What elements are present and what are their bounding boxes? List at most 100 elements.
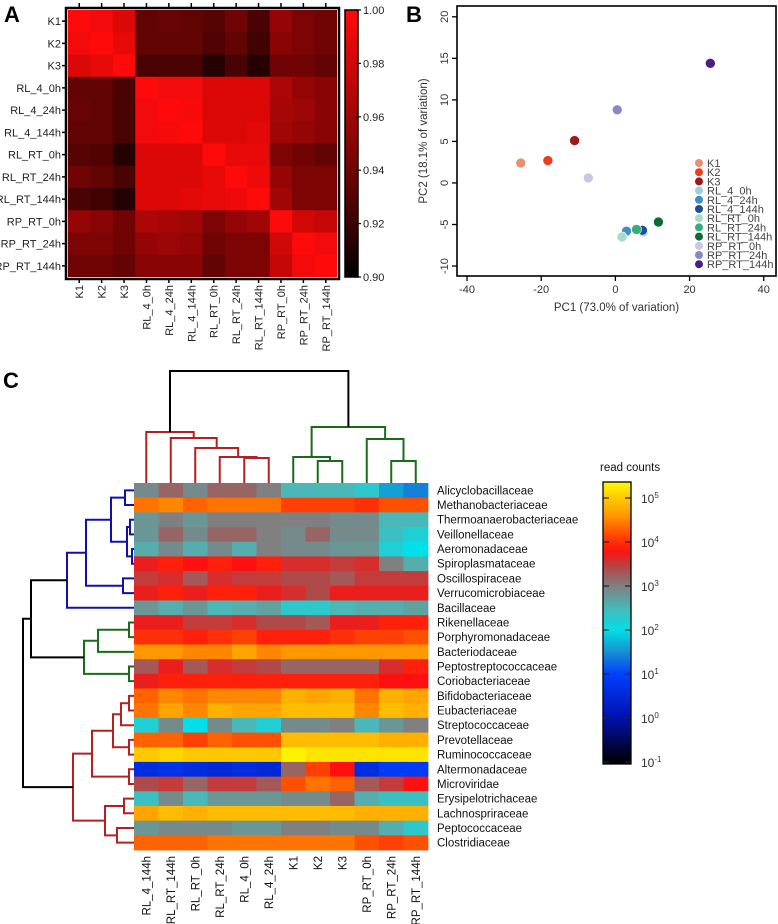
heatmap-cell	[305, 512, 331, 528]
heatmap-cell	[314, 188, 338, 211]
y-tick-label: 0	[439, 180, 451, 186]
heatmap-cell	[207, 776, 233, 792]
heatmap-cell	[247, 32, 271, 55]
tick-base: 10	[641, 536, 655, 550]
heatmap-cell	[256, 820, 282, 836]
column-label: RL_RT_0h	[209, 285, 221, 338]
column-label: RL_4_24h	[164, 285, 176, 336]
heatmap-cell	[269, 254, 293, 278]
heatmap-cell	[269, 99, 293, 122]
heatmap-cell	[134, 556, 159, 572]
heatmap-cell	[68, 10, 91, 33]
heatmap-cell	[207, 483, 233, 499]
heatmap-cell	[202, 143, 226, 167]
legend-label: K2	[707, 167, 720, 179]
heatmap-cell	[112, 99, 136, 122]
heatmap-cell	[232, 629, 257, 645]
column-label: RL_RT_24h	[231, 285, 243, 344]
heatmap-cell	[330, 600, 355, 616]
heatmap-cell	[305, 805, 331, 822]
heatmap-cell	[157, 210, 181, 233]
heatmap-cell	[90, 165, 114, 189]
row-label: Rikenellaceae	[437, 617, 509, 629]
legend-label: RP_RT_24h	[707, 250, 767, 262]
x-tick-label: 0	[612, 284, 618, 296]
heatmap-cell	[269, 143, 293, 167]
heatmap-cell	[180, 232, 203, 256]
heatmap-cell	[379, 527, 404, 543]
heatmap-cell	[292, 32, 316, 55]
column-dendrogram-branch	[243, 457, 270, 483]
heatmap-cell	[90, 32, 114, 55]
heatmap-cell	[112, 76, 136, 100]
heatmap-cell	[330, 791, 355, 807]
heatmap-cell	[134, 541, 159, 557]
heatmap-cell	[354, 585, 380, 601]
column-dendrogram-branch	[316, 460, 344, 483]
row-dendrogram-branch	[116, 826, 134, 844]
heatmap-cell	[157, 99, 181, 122]
heatmap-cell	[330, 556, 355, 572]
heatmap-cell	[183, 673, 208, 689]
heatmap-cell	[292, 121, 316, 144]
heatmap-cell	[202, 32, 226, 55]
heatmap-cell	[224, 76, 248, 100]
heatmap-cell	[330, 541, 355, 557]
heatmap-cell	[256, 703, 282, 719]
heatmap-cell	[403, 600, 429, 616]
heatmap-cell	[68, 188, 91, 211]
heatmap-cell	[134, 512, 159, 528]
heatmap-cell	[281, 776, 306, 792]
heatmap-cell	[232, 541, 257, 557]
heatmap-cell	[403, 732, 429, 748]
heatmap-cell	[202, 121, 226, 144]
heatmap-cell	[90, 121, 114, 144]
colorbar-tick-label: 105	[641, 491, 659, 506]
heatmap-cell	[68, 99, 91, 122]
row-label: Alicyclobacillaceae	[437, 485, 534, 497]
heatmap-cell	[330, 805, 355, 822]
heatmap-cell	[305, 835, 331, 851]
heatmap-cell	[135, 10, 159, 33]
heatmap-cell	[134, 791, 159, 807]
tick-exponent: 5	[654, 491, 659, 500]
heatmap-cell	[256, 673, 282, 689]
heatmap-cell	[281, 527, 306, 543]
row-label: Coriobacteriaceae	[437, 676, 530, 688]
row-label: Oscillospiraceae	[437, 573, 521, 585]
heatmap-cell	[232, 688, 257, 704]
row-label: Bacteriodaceae	[437, 647, 517, 659]
heatmap-cell	[305, 600, 331, 616]
heatmap-cell	[158, 571, 184, 587]
legend-marker	[695, 260, 703, 269]
heatmap-cell	[292, 54, 316, 78]
legend-label: K3	[707, 176, 720, 188]
heatmap-cell	[330, 644, 355, 660]
row-dendrogram-branch	[123, 797, 134, 815]
heatmap-cell	[379, 835, 404, 851]
heatmap-cell	[134, 571, 159, 587]
heatmap-cell	[134, 497, 159, 513]
legend-label: RL_RT_24h	[707, 222, 766, 234]
heatmap-cell	[112, 165, 136, 189]
row-label: K1	[48, 16, 61, 28]
heatmap-cell	[403, 615, 429, 631]
heatmap-cell	[207, 747, 233, 763]
heatmap-cell	[68, 254, 91, 278]
heatmap-cell	[207, 629, 233, 645]
heatmap-cell	[403, 791, 429, 807]
heatmap-cell	[202, 210, 226, 233]
heatmap-cell	[247, 10, 271, 33]
column-dendrogram-branch	[390, 460, 417, 483]
heatmap-cell	[183, 615, 208, 631]
heatmap-cell	[207, 673, 233, 689]
heatmap-cell	[314, 32, 338, 55]
row-label: RL_4_0h	[16, 83, 61, 95]
heatmap-cell	[134, 629, 159, 645]
heatmap-cell	[232, 673, 257, 689]
row-label: RL_RT_0h	[8, 150, 61, 162]
heatmap-cell	[281, 512, 306, 528]
heatmap-cell	[158, 791, 184, 807]
